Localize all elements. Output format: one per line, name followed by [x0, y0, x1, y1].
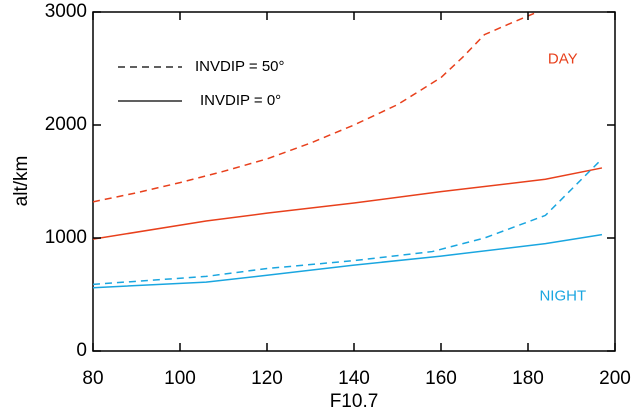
- plot-frame: [92, 11, 616, 352]
- legend-label: INVDIP = 0°: [200, 92, 281, 109]
- annotation: DAY: [548, 50, 578, 67]
- x-tick-label: 140: [338, 368, 370, 389]
- series-line: [93, 158, 603, 286]
- series-line: [93, 233, 603, 289]
- y-tick-label: 2000: [45, 114, 87, 135]
- x-tick-label: 200: [599, 368, 631, 389]
- y-tick-label: 1000: [45, 227, 87, 248]
- x-tick-label: 180: [512, 368, 544, 389]
- legend-label: INVDIP = 50°: [195, 58, 285, 75]
- series-line: [93, 12, 540, 203]
- y-tick-label: 0: [76, 340, 87, 361]
- series-line: [93, 167, 603, 240]
- x-tick-label: 100: [164, 368, 196, 389]
- annotation: NIGHT: [539, 288, 586, 305]
- x-axis-label: F10.7: [330, 391, 379, 412]
- y-axis-label: alt/km: [11, 156, 32, 207]
- x-tick-label: 160: [425, 368, 457, 389]
- y-tick-label: 3000: [45, 1, 87, 22]
- x-tick-label: 80: [82, 368, 103, 389]
- plot-area: [93, 12, 603, 289]
- x-tick-label: 120: [251, 368, 283, 389]
